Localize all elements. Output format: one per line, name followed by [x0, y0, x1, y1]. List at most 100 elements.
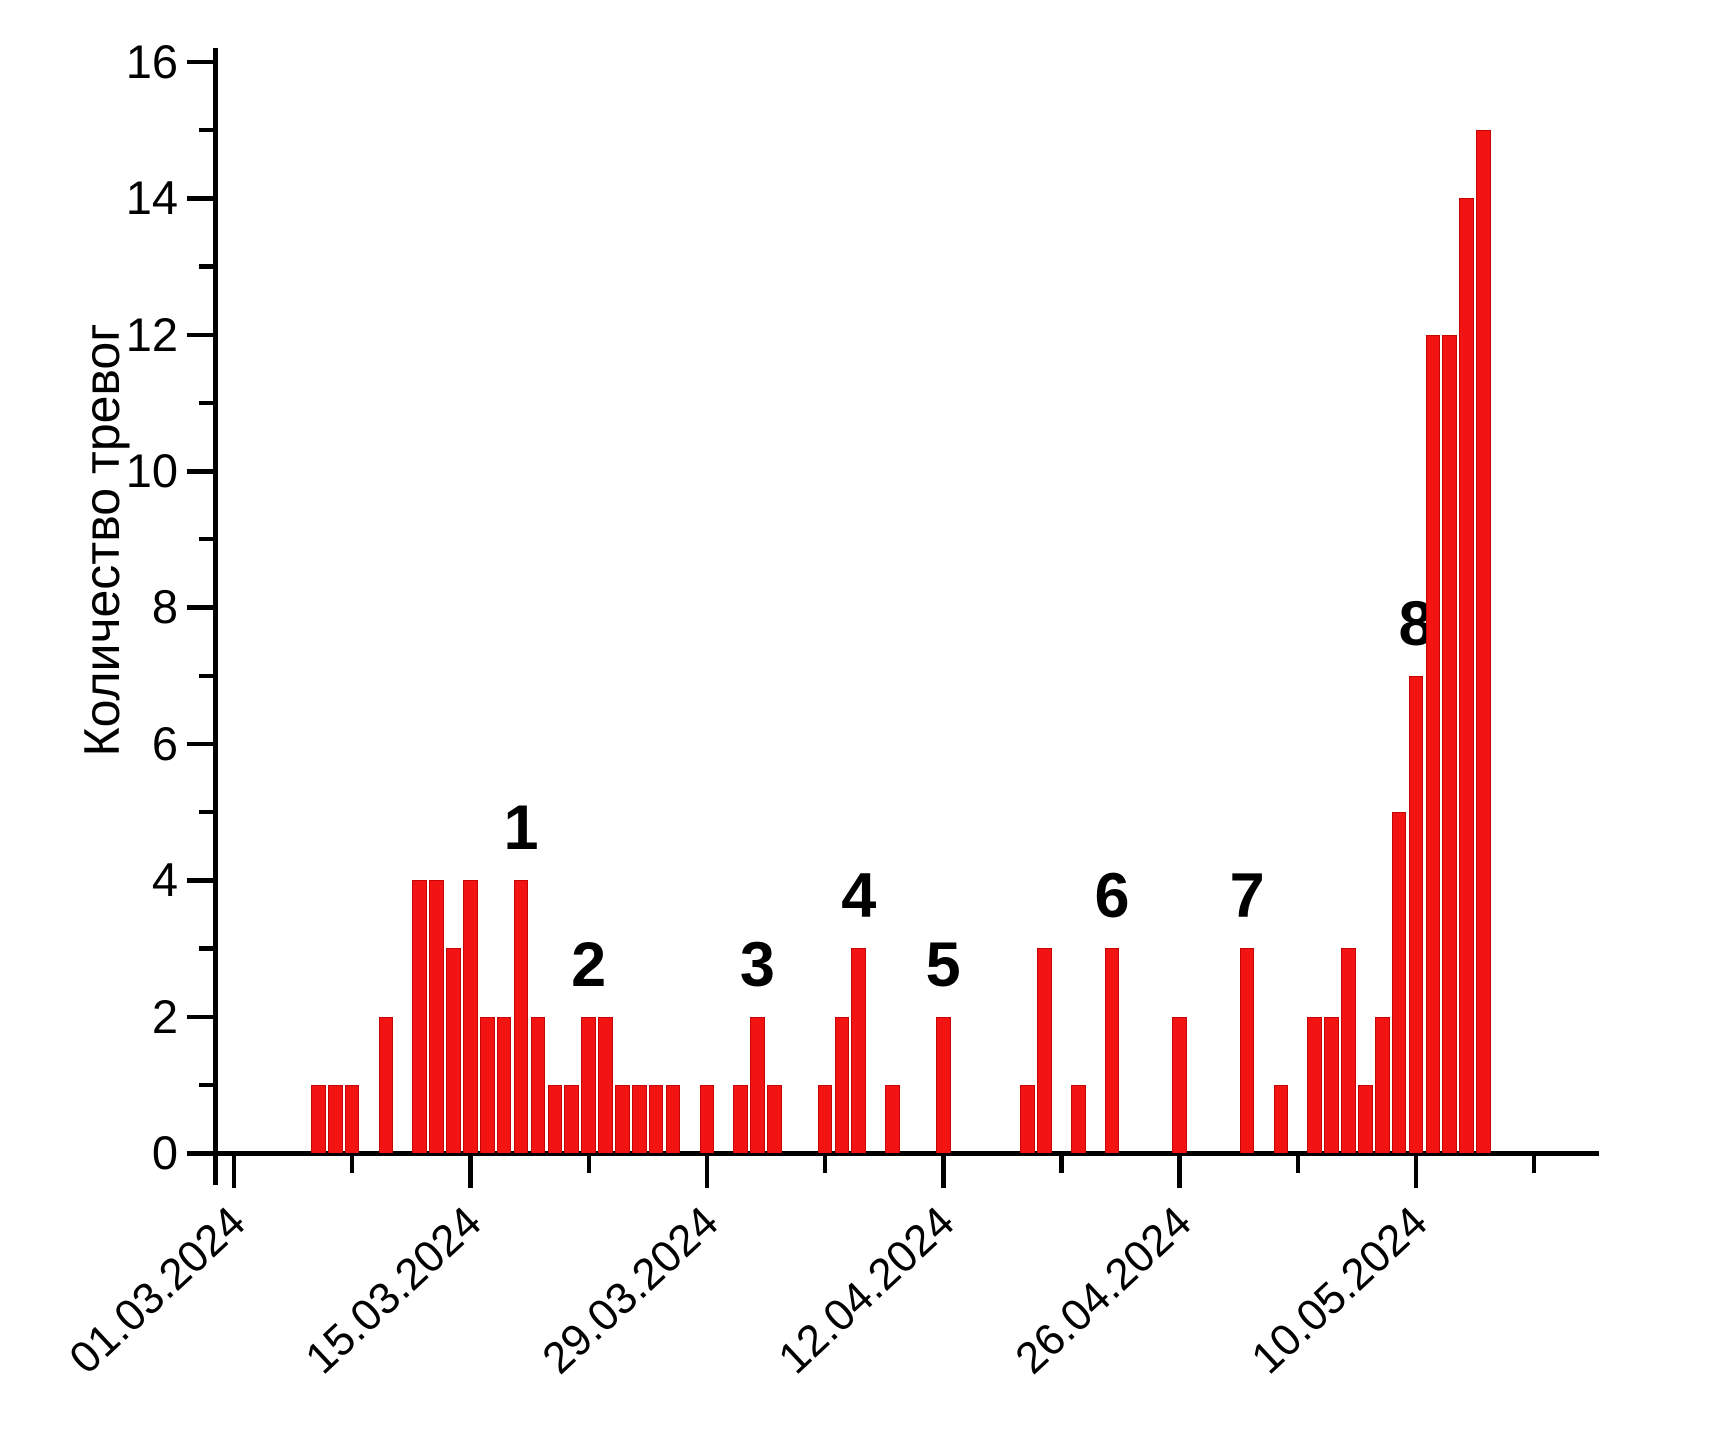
bar	[817, 1084, 833, 1153]
y-tick-label: 10	[125, 444, 178, 497]
bar	[378, 1016, 394, 1153]
bar	[1374, 1016, 1390, 1153]
bar-annotation: 2	[571, 929, 607, 1000]
bar	[1037, 948, 1052, 1153]
y-major-tick	[187, 605, 213, 610]
bar	[513, 880, 529, 1153]
bar	[328, 1084, 343, 1153]
y-minor-tick	[199, 810, 213, 815]
bar	[935, 1016, 951, 1153]
x-tick-label: 01.03.2024	[60, 1197, 255, 1384]
bar	[1442, 334, 1458, 1153]
bar	[1425, 334, 1441, 1153]
bar	[1273, 1084, 1289, 1153]
x-minor-tick	[822, 1156, 828, 1173]
y-minor-tick	[199, 400, 213, 405]
bar	[834, 1016, 850, 1153]
bar	[1476, 130, 1491, 1153]
bar	[1324, 1016, 1339, 1153]
y-tick-label: 14	[125, 171, 178, 225]
bar-annotation: 7	[1229, 861, 1265, 932]
y-minor-tick	[199, 128, 213, 133]
x-tick-label: 12.04.2024	[769, 1197, 964, 1384]
bar	[699, 1084, 715, 1153]
y-tick-label: 2	[151, 989, 178, 1043]
bar	[564, 1084, 579, 1153]
y-tick-label: 4	[151, 853, 178, 907]
y-tick-label: 16	[125, 34, 178, 88]
bar	[615, 1084, 630, 1153]
x-tick-label: 10.05.2024	[1242, 1197, 1437, 1384]
x-major-tick	[1413, 1156, 1419, 1188]
y-tick-label: 8	[151, 580, 178, 634]
bar	[496, 1016, 512, 1153]
x-major-tick	[231, 1156, 237, 1188]
bar	[750, 1016, 765, 1153]
x-minor-tick	[350, 1156, 355, 1173]
x-major-tick	[704, 1156, 710, 1188]
y-tick-label: 0	[151, 1126, 178, 1179]
x-minor-tick	[1532, 1156, 1537, 1173]
bar	[479, 1016, 495, 1153]
bar	[1307, 1016, 1322, 1153]
bar	[1459, 198, 1474, 1153]
y-major-tick	[187, 332, 213, 338]
bar	[547, 1084, 563, 1153]
bar	[1071, 1084, 1086, 1153]
x-minor-tick	[586, 1156, 591, 1173]
bar	[530, 1016, 546, 1153]
bar	[344, 1084, 360, 1153]
x-tick-label: 26.04.2024	[1005, 1197, 1201, 1384]
bar	[1104, 948, 1120, 1153]
y-minor-tick	[199, 673, 213, 678]
y-minor-tick	[199, 264, 213, 269]
bar	[412, 880, 428, 1153]
bar	[463, 880, 478, 1153]
bar-annotation: 5	[925, 929, 961, 1000]
bar	[446, 948, 461, 1153]
x-axis-line	[203, 1151, 1599, 1156]
bar	[851, 948, 867, 1153]
bar-annotation: 6	[1094, 861, 1130, 932]
bar	[598, 1016, 613, 1153]
bar-annotation: 4	[841, 861, 877, 932]
y-major-tick	[187, 1014, 213, 1020]
bar	[1172, 1016, 1187, 1153]
bar	[767, 1084, 782, 1153]
bar	[631, 1084, 647, 1153]
y-major-tick	[187, 878, 213, 883]
y-axis-title: Количество тревог	[74, 323, 130, 757]
bar	[311, 1084, 326, 1153]
bar	[733, 1084, 748, 1153]
bar	[665, 1084, 681, 1153]
x-major-tick	[940, 1156, 946, 1188]
x-major-tick	[468, 1156, 473, 1188]
bar	[1341, 948, 1356, 1153]
bar	[1020, 1084, 1035, 1153]
y-tick-label: 12	[125, 307, 178, 361]
bar	[1408, 675, 1424, 1153]
x-minor-tick	[1295, 1156, 1300, 1173]
y-minor-tick	[199, 946, 213, 951]
bar-annotation: 3	[739, 929, 775, 1000]
y-major-tick	[187, 59, 213, 65]
y-minor-tick	[199, 537, 213, 542]
y-major-tick	[187, 196, 213, 201]
bar	[648, 1084, 664, 1153]
bar	[429, 880, 444, 1153]
y-major-tick	[187, 741, 213, 747]
x-major-tick	[1177, 1156, 1182, 1188]
x-minor-tick	[1059, 1156, 1064, 1173]
y-major-tick	[187, 1151, 213, 1156]
y-minor-tick	[199, 1082, 213, 1087]
bar	[1239, 948, 1255, 1153]
y-major-tick	[187, 469, 213, 474]
bar	[581, 1016, 596, 1153]
y-axis-line	[213, 48, 218, 1185]
x-tick-label: 29.03.2024	[533, 1197, 728, 1384]
y-tick-label: 6	[151, 716, 178, 770]
x-tick-label: 15.03.2024	[296, 1197, 492, 1384]
bar	[885, 1084, 900, 1153]
bar	[1358, 1084, 1373, 1153]
